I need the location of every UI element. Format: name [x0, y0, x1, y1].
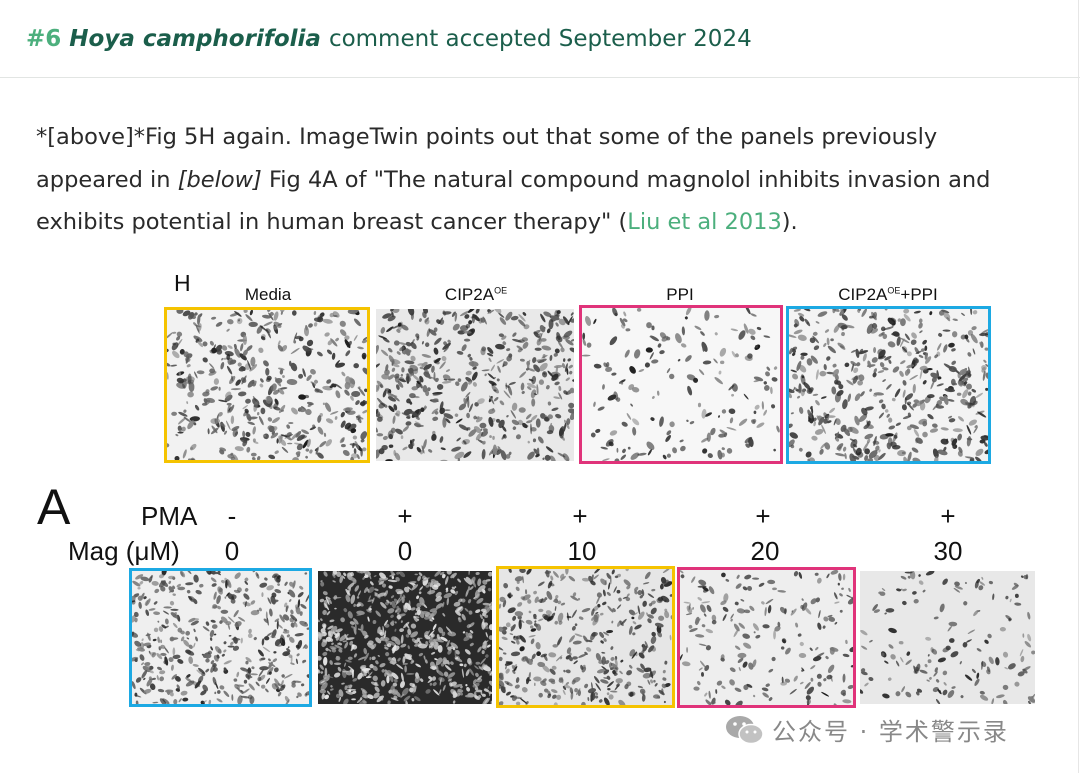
- column-title-media: Media: [244, 285, 292, 304]
- micrograph-mag-30: [860, 571, 1035, 704]
- pma-value: +: [940, 501, 956, 531]
- comment-number: #6: [26, 25, 62, 52]
- paragraph-italic-text: [below]: [177, 166, 262, 193]
- pma-row-label: PMA: [141, 501, 198, 531]
- column-title-cip2a-oe: CIP2AOE: [444, 285, 508, 304]
- mag-value: 10: [567, 536, 597, 566]
- pma-value: +: [755, 501, 771, 531]
- reference-link[interactable]: Liu et al 2013: [627, 209, 782, 235]
- column-title-cip2a-oe-ppi: CIP2AOE+PPI: [838, 285, 938, 304]
- page-edge-divider: [1078, 0, 1079, 773]
- mag-value: 0: [397, 536, 413, 566]
- watermark: 公众号 · 学术警示录: [724, 712, 1009, 747]
- mag-value: 0: [224, 536, 240, 566]
- paragraph-text: ).: [781, 209, 798, 235]
- column-title-ppi: PPI: [666, 285, 694, 304]
- pma-value: +: [572, 501, 588, 531]
- micrograph-ppi: [579, 305, 783, 464]
- pma-value: -: [227, 501, 237, 531]
- figure-panel-label-a: A: [37, 479, 71, 535]
- micrograph-mag-0-pma: [318, 571, 492, 704]
- figure-panel-label-h: H: [174, 270, 191, 296]
- micrograph-media: [164, 307, 370, 463]
- micrograph-mag-0-no-pma: [129, 568, 312, 707]
- micrograph-mag-20: [677, 567, 856, 708]
- mag-value: 20: [750, 536, 780, 566]
- comment-header: #6 Hoya camphorifolia comment accepted S…: [0, 0, 1080, 78]
- paragraph-text: Fig 4A of "The natural compound magnolol…: [36, 166, 991, 236]
- comment-paragraph: *[above]*Fig 5H again. ImageTwin points …: [36, 116, 1046, 244]
- paragraph-text: *[above]*Fig 5H again. ImageTwin points …: [36, 124, 938, 193]
- mag-value: 30: [933, 536, 963, 566]
- micrograph-cip2a-oe-ppi: [786, 306, 991, 464]
- watermark-text: 公众号 · 学术警示录: [772, 718, 1009, 746]
- species-name: Hoya camphorifolia: [69, 25, 321, 52]
- micrograph-mag-10: [496, 566, 675, 708]
- micrograph-cip2a-oe: [376, 309, 574, 461]
- wechat-icon: [726, 715, 764, 744]
- comment-status: comment accepted September 2024: [328, 25, 752, 52]
- mag-row-label: Mag (μM): [68, 536, 180, 566]
- pma-value: +: [397, 501, 413, 531]
